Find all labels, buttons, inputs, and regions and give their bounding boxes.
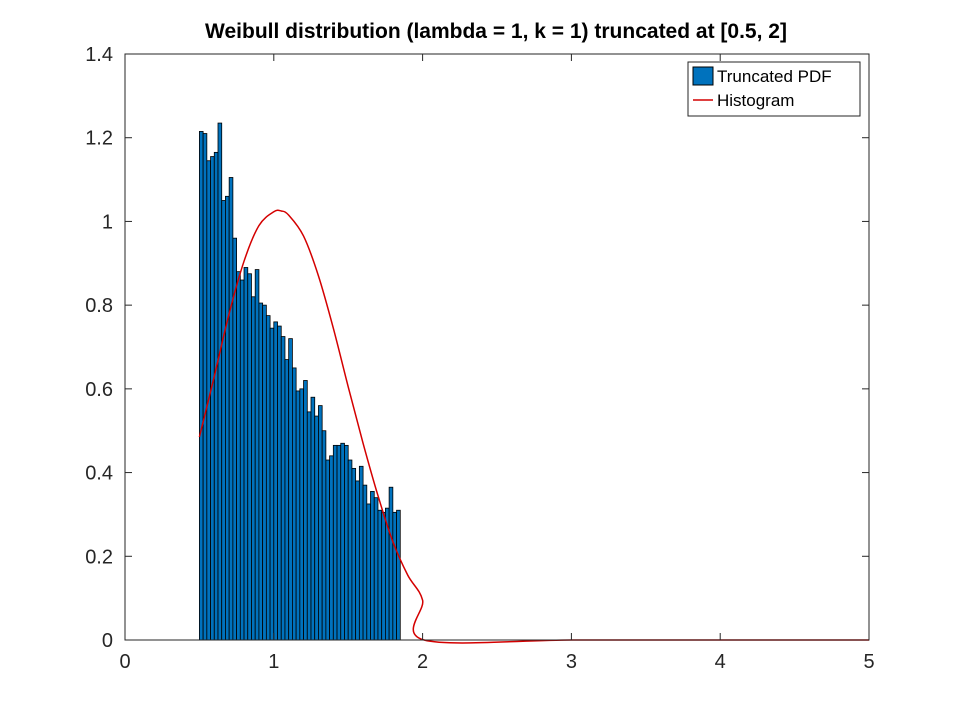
- bar-53: [396, 509, 401, 641]
- legend-label-truncated-pdf: Truncated PDF: [717, 67, 832, 86]
- bar-37: [336, 444, 342, 641]
- bar-44: [362, 484, 368, 641]
- bar-39: [344, 444, 349, 641]
- axes-box: [124, 53, 870, 641]
- curve-layer: [198, 209, 869, 644]
- bar-32: [318, 405, 323, 641]
- y-tick-label-6: 1.2: [85, 128, 113, 150]
- bar-41: [351, 467, 357, 641]
- bar-46: [370, 491, 375, 641]
- bar-45: [366, 503, 371, 641]
- bar-49: [381, 511, 386, 641]
- bar-0: [198, 131, 204, 641]
- bar-17: [262, 304, 267, 641]
- bar-4: [213, 151, 219, 641]
- bar-38: [340, 442, 345, 641]
- x-tick-label-0: 0: [119, 651, 130, 673]
- bar-6: [221, 200, 226, 641]
- bar-15: [254, 269, 260, 641]
- legend-label-histogram: Histogram: [717, 91, 794, 110]
- bar-36: [332, 444, 338, 641]
- bar-51: [388, 486, 394, 641]
- bar-28: [303, 380, 308, 641]
- bar-27: [299, 388, 304, 641]
- legend: Truncated PDF Histogram: [687, 61, 861, 117]
- x-tick-label-2: 2: [417, 651, 428, 673]
- bar-47: [373, 497, 379, 641]
- bar-11: [239, 279, 245, 641]
- legend-box: [687, 61, 861, 117]
- x-tick-label-3: 3: [566, 651, 577, 673]
- bar-13: [247, 273, 252, 641]
- x-tick-label-4: 4: [715, 651, 726, 673]
- bar-20: [273, 321, 278, 641]
- bar-23: [284, 359, 290, 641]
- x-tick-label-5: 5: [863, 651, 874, 673]
- y-tick-label-7: 1.4: [85, 44, 113, 66]
- bar-33: [321, 430, 327, 641]
- bar-34: [325, 459, 331, 641]
- bar-8: [228, 177, 234, 641]
- bar-5: [217, 122, 223, 641]
- x-tick-label-1: 1: [268, 651, 279, 673]
- y-tick-label-5: 1: [102, 211, 113, 233]
- y-tick-label-4: 0.8: [85, 295, 113, 317]
- bar-22: [280, 336, 286, 641]
- bar-19: [269, 327, 275, 641]
- bar-10: [236, 271, 241, 641]
- bar-1: [202, 133, 208, 641]
- histogram-bars: [198, 122, 401, 641]
- bar-30: [310, 396, 316, 641]
- bar-35: [329, 455, 334, 641]
- bar-43: [358, 465, 364, 641]
- legend-swatch-truncated-pdf: [692, 66, 714, 86]
- bar-52: [392, 511, 397, 641]
- bar-18: [265, 315, 271, 641]
- y-tick-label-3: 0.6: [85, 379, 113, 401]
- chart-title: Weibull distribution (lambda = 1, k = 1)…: [205, 20, 787, 43]
- bar-26: [295, 390, 301, 641]
- y-tick-label-1: 0.2: [85, 546, 113, 568]
- y-tick-label-0: 0: [102, 630, 113, 652]
- axis-ticks: 0 1 2 3 4 5 0 0.2 0.4 0.6 0.8 1 1.2 1.4: [85, 44, 874, 673]
- bar-29: [306, 411, 312, 641]
- bar-25: [291, 367, 297, 641]
- bar-7: [225, 195, 230, 641]
- bar-3: [210, 156, 215, 641]
- bar-48: [377, 509, 383, 641]
- bar-42: [355, 480, 360, 641]
- bar-40: [347, 459, 353, 641]
- bar-16: [258, 302, 264, 641]
- bar-14: [251, 296, 256, 641]
- bar-12: [243, 267, 249, 641]
- bar-24: [288, 338, 293, 641]
- pdf-curve: [198, 209, 869, 644]
- bar-31: [314, 415, 319, 641]
- bar-21: [277, 325, 282, 641]
- y-tick-label-2: 0.4: [85, 463, 113, 485]
